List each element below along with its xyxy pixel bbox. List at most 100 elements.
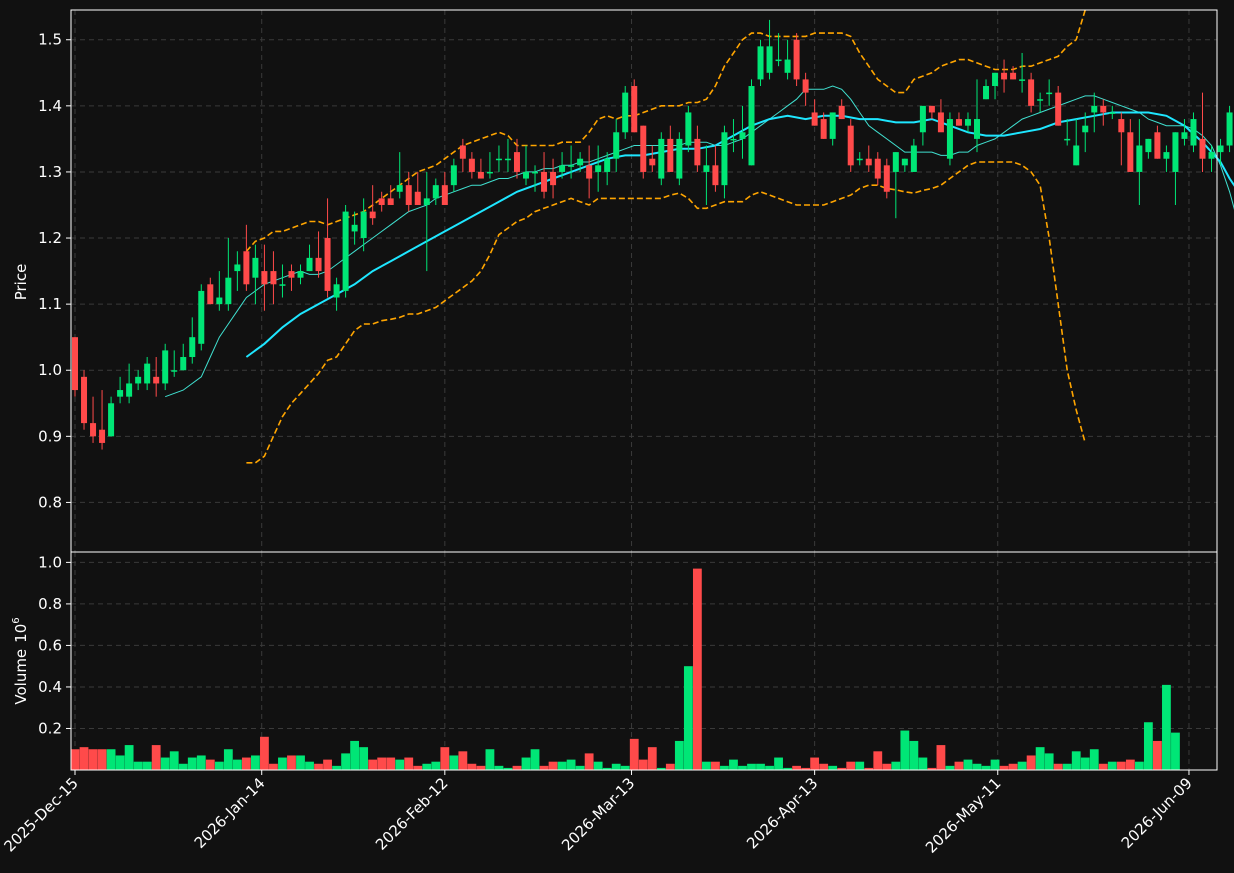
candle — [1028, 72, 1035, 113]
volume-bar — [368, 759, 378, 770]
volume-bar — [683, 666, 693, 770]
candle-body — [1217, 145, 1224, 153]
volume-bar — [241, 757, 251, 770]
candle — [126, 363, 133, 404]
volume-bar — [810, 757, 820, 770]
price-y-tick-label: 1.4 — [38, 97, 62, 115]
candle-body — [523, 171, 529, 179]
candle-body — [712, 165, 719, 186]
candle-body — [108, 403, 115, 437]
candle — [477, 158, 484, 179]
candle-body — [1109, 112, 1116, 114]
volume-bar — [214, 761, 224, 770]
candle-body — [874, 158, 881, 179]
volume-grid — [71, 552, 1217, 770]
candle-body — [1028, 79, 1035, 106]
candle-body — [1163, 152, 1170, 159]
candle — [261, 244, 268, 311]
price-y-tick-label: 1.1 — [38, 295, 62, 313]
candle-body — [495, 158, 502, 161]
candle-body — [613, 132, 620, 159]
volume-bar — [323, 759, 332, 770]
candle-body — [441, 185, 448, 205]
volume-y-label: Volume 106 — [11, 617, 30, 704]
candle-body — [568, 165, 575, 167]
candle — [414, 171, 421, 205]
candle — [207, 277, 214, 305]
candle — [243, 224, 250, 291]
candle-body — [1136, 145, 1143, 172]
volume-bar — [819, 763, 829, 770]
candle — [450, 158, 457, 192]
candle — [829, 112, 836, 146]
candle-body — [1100, 105, 1107, 113]
candle — [306, 244, 313, 272]
volume-bar — [521, 757, 531, 770]
volume-bar — [260, 736, 269, 770]
volume-bar — [296, 755, 305, 770]
candle-body — [297, 271, 304, 278]
candle-body — [504, 158, 511, 161]
candle-body — [541, 171, 548, 192]
candle — [1190, 112, 1197, 153]
volume-bar — [801, 767, 811, 770]
candle — [955, 112, 962, 126]
candle — [1037, 92, 1044, 113]
volume-bar — [449, 755, 459, 770]
volume-bar — [756, 763, 765, 770]
candle — [586, 145, 593, 199]
volume-bar — [837, 767, 847, 770]
volume-bar — [972, 763, 982, 770]
candle — [324, 198, 331, 298]
volume-bar — [404, 757, 414, 770]
candle — [577, 152, 584, 172]
candle — [658, 132, 665, 186]
candle — [441, 171, 448, 205]
volume-bar — [963, 759, 973, 770]
volume-bar — [828, 765, 838, 770]
candle — [694, 125, 701, 172]
volume-bar — [783, 767, 792, 770]
volume-bar — [593, 761, 603, 770]
candle — [252, 244, 259, 305]
candle-body — [559, 165, 566, 172]
candle-body — [432, 185, 439, 199]
candle-body — [667, 138, 674, 172]
candle — [234, 251, 241, 291]
candle-body — [207, 284, 214, 305]
candle-body — [180, 357, 187, 371]
candle-body — [468, 158, 475, 172]
volume-bar — [602, 767, 612, 770]
candle-body — [622, 92, 629, 133]
candle — [748, 79, 755, 166]
volume-bar — [846, 761, 856, 770]
candle-body — [1046, 92, 1053, 95]
candle-body — [919, 105, 926, 133]
candle-body — [649, 158, 656, 166]
candle — [198, 284, 205, 351]
indicator-line-band-lower — [246, 161, 1086, 464]
candle-body — [414, 191, 421, 205]
candle — [532, 165, 539, 192]
candle — [1181, 119, 1188, 146]
volume-bar — [575, 765, 585, 770]
candle — [432, 178, 439, 205]
candle-body — [883, 165, 890, 192]
candle-body — [1001, 72, 1008, 80]
volume-bar — [278, 757, 287, 770]
candle-body — [676, 138, 683, 179]
candle — [423, 171, 430, 272]
volume-bar — [702, 761, 711, 770]
candle-body — [820, 119, 827, 139]
candle — [730, 119, 737, 153]
price-y-tick-label: 1.2 — [38, 229, 62, 247]
candle-body — [532, 171, 539, 174]
candle-body — [1118, 119, 1125, 133]
candle-body — [1181, 132, 1188, 139]
candle-body — [1199, 138, 1206, 159]
candle-body — [640, 125, 647, 172]
candle — [640, 125, 647, 179]
candle — [171, 350, 178, 377]
candle — [1091, 92, 1098, 133]
candle — [99, 390, 106, 450]
